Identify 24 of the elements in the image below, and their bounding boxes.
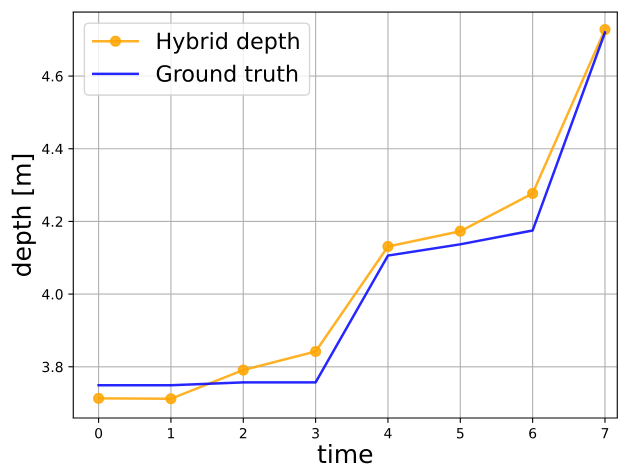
point <box>382 240 394 252</box>
point <box>165 393 176 404</box>
point <box>238 364 249 376</box>
y-tick-label: 4.4 <box>42 144 63 154</box>
point <box>310 346 322 358</box>
x-tick-label: 5 <box>456 428 464 438</box>
x-tick-label: 4 <box>384 428 392 438</box>
x-tick-label: 1 <box>168 428 174 438</box>
y-tick-label: 4.6 <box>42 71 63 82</box>
x-tick-label: 3 <box>312 428 319 438</box>
x-tick-label: 2 <box>240 428 246 438</box>
legend-label: Ground truth <box>156 64 298 82</box>
x-axis-title: time <box>318 444 372 464</box>
legend-label: Hybrid depth <box>158 32 299 54</box>
y-tick-label: 4.2 <box>42 216 62 227</box>
y-tick-label: 3.8 <box>42 362 63 372</box>
point <box>527 188 538 199</box>
x-tick-label: 7 <box>602 428 608 438</box>
point <box>454 226 466 237</box>
y-axis-title: depth [m] <box>12 154 36 276</box>
x-tick-label: 6 <box>529 428 536 438</box>
y-tick-label: 4.0 <box>42 289 63 300</box>
point <box>93 392 104 404</box>
x-tick-label: 0 <box>95 428 102 438</box>
